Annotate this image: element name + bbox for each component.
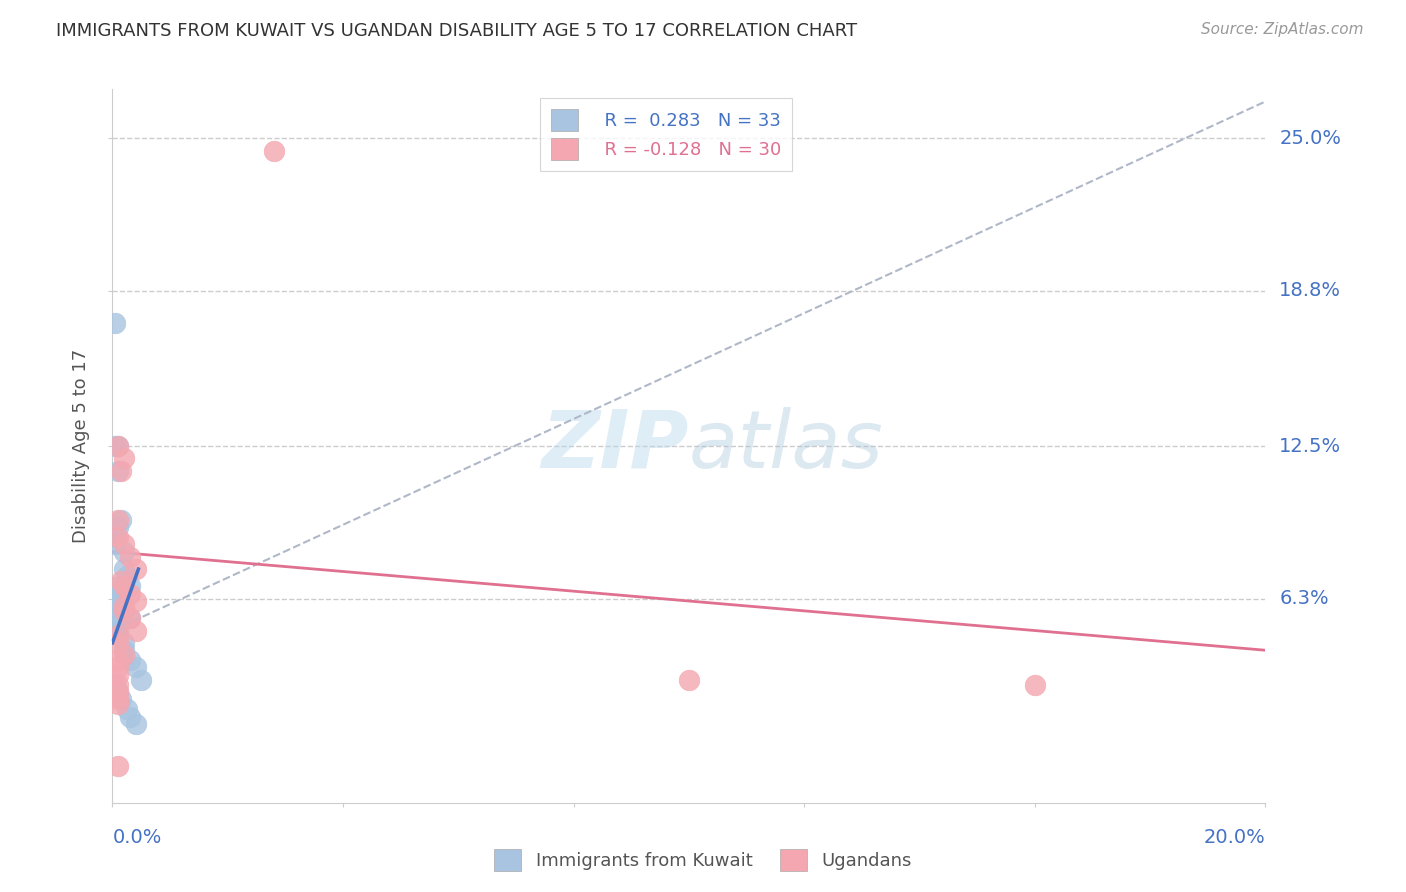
Point — [107, 464, 129, 478]
Text: 25.0%: 25.0% — [1279, 129, 1341, 148]
Point — [107, 594, 129, 608]
Point — [107, 624, 129, 638]
Point — [107, 685, 129, 699]
Point — [104, 537, 127, 551]
Point — [1024, 678, 1046, 692]
Y-axis label: Disability Age 5 to 17: Disability Age 5 to 17 — [72, 349, 90, 543]
Point — [118, 611, 141, 625]
Text: atlas: atlas — [689, 407, 884, 485]
Point — [107, 668, 129, 682]
Point — [124, 594, 146, 608]
Text: 6.3%: 6.3% — [1279, 589, 1329, 608]
Point — [107, 678, 129, 692]
Point — [124, 624, 146, 638]
Text: 0.0%: 0.0% — [112, 828, 162, 847]
Point — [263, 144, 285, 158]
Point — [110, 574, 132, 589]
Point — [104, 439, 127, 453]
Point — [115, 569, 138, 583]
Text: ZIP: ZIP — [541, 407, 689, 485]
Point — [104, 618, 127, 632]
Point — [107, 692, 129, 706]
Point — [129, 673, 153, 687]
Point — [107, 685, 129, 699]
Text: 20.0%: 20.0% — [1204, 828, 1265, 847]
Point — [118, 587, 141, 601]
Point — [107, 759, 129, 773]
Point — [112, 537, 135, 551]
Point — [104, 599, 127, 613]
Point — [124, 717, 146, 731]
Point — [118, 709, 141, 723]
Point — [110, 692, 132, 706]
Point — [107, 653, 129, 667]
Point — [124, 660, 146, 674]
Text: 18.8%: 18.8% — [1279, 282, 1341, 301]
Point — [112, 562, 135, 576]
Point — [107, 439, 129, 453]
Point — [107, 611, 129, 625]
Point — [107, 636, 129, 650]
Point — [112, 604, 135, 618]
Point — [115, 702, 138, 716]
Point — [104, 316, 127, 330]
Text: 12.5%: 12.5% — [1279, 436, 1341, 456]
Point — [107, 698, 129, 712]
Point — [110, 513, 132, 527]
Point — [118, 549, 141, 564]
Point — [107, 628, 129, 642]
Point — [107, 530, 129, 544]
Point — [124, 562, 146, 576]
Point — [107, 660, 129, 674]
Point — [118, 611, 141, 625]
Point — [104, 678, 127, 692]
Text: IMMIGRANTS FROM KUWAIT VS UGANDAN DISABILITY AGE 5 TO 17 CORRELATION CHART: IMMIGRANTS FROM KUWAIT VS UGANDAN DISABI… — [56, 22, 858, 40]
Legend:   R =  0.283   N = 33,   R = -0.128   N = 30: R = 0.283 N = 33, R = -0.128 N = 30 — [540, 98, 792, 171]
Point — [107, 520, 129, 534]
Point — [107, 587, 129, 601]
Point — [104, 530, 127, 544]
Point — [118, 653, 141, 667]
Point — [107, 628, 129, 642]
Point — [112, 451, 135, 466]
Point — [112, 643, 135, 657]
Point — [112, 579, 135, 593]
Point — [678, 673, 700, 687]
Point — [112, 599, 135, 613]
Point — [107, 579, 129, 593]
Point — [118, 579, 141, 593]
Point — [112, 636, 135, 650]
Legend: Immigrants from Kuwait, Ugandans: Immigrants from Kuwait, Ugandans — [486, 842, 920, 879]
Point — [112, 648, 135, 662]
Point — [107, 513, 129, 527]
Point — [112, 604, 135, 618]
Point — [107, 439, 129, 453]
Point — [110, 464, 132, 478]
Point — [112, 545, 135, 559]
Text: Source: ZipAtlas.com: Source: ZipAtlas.com — [1201, 22, 1364, 37]
